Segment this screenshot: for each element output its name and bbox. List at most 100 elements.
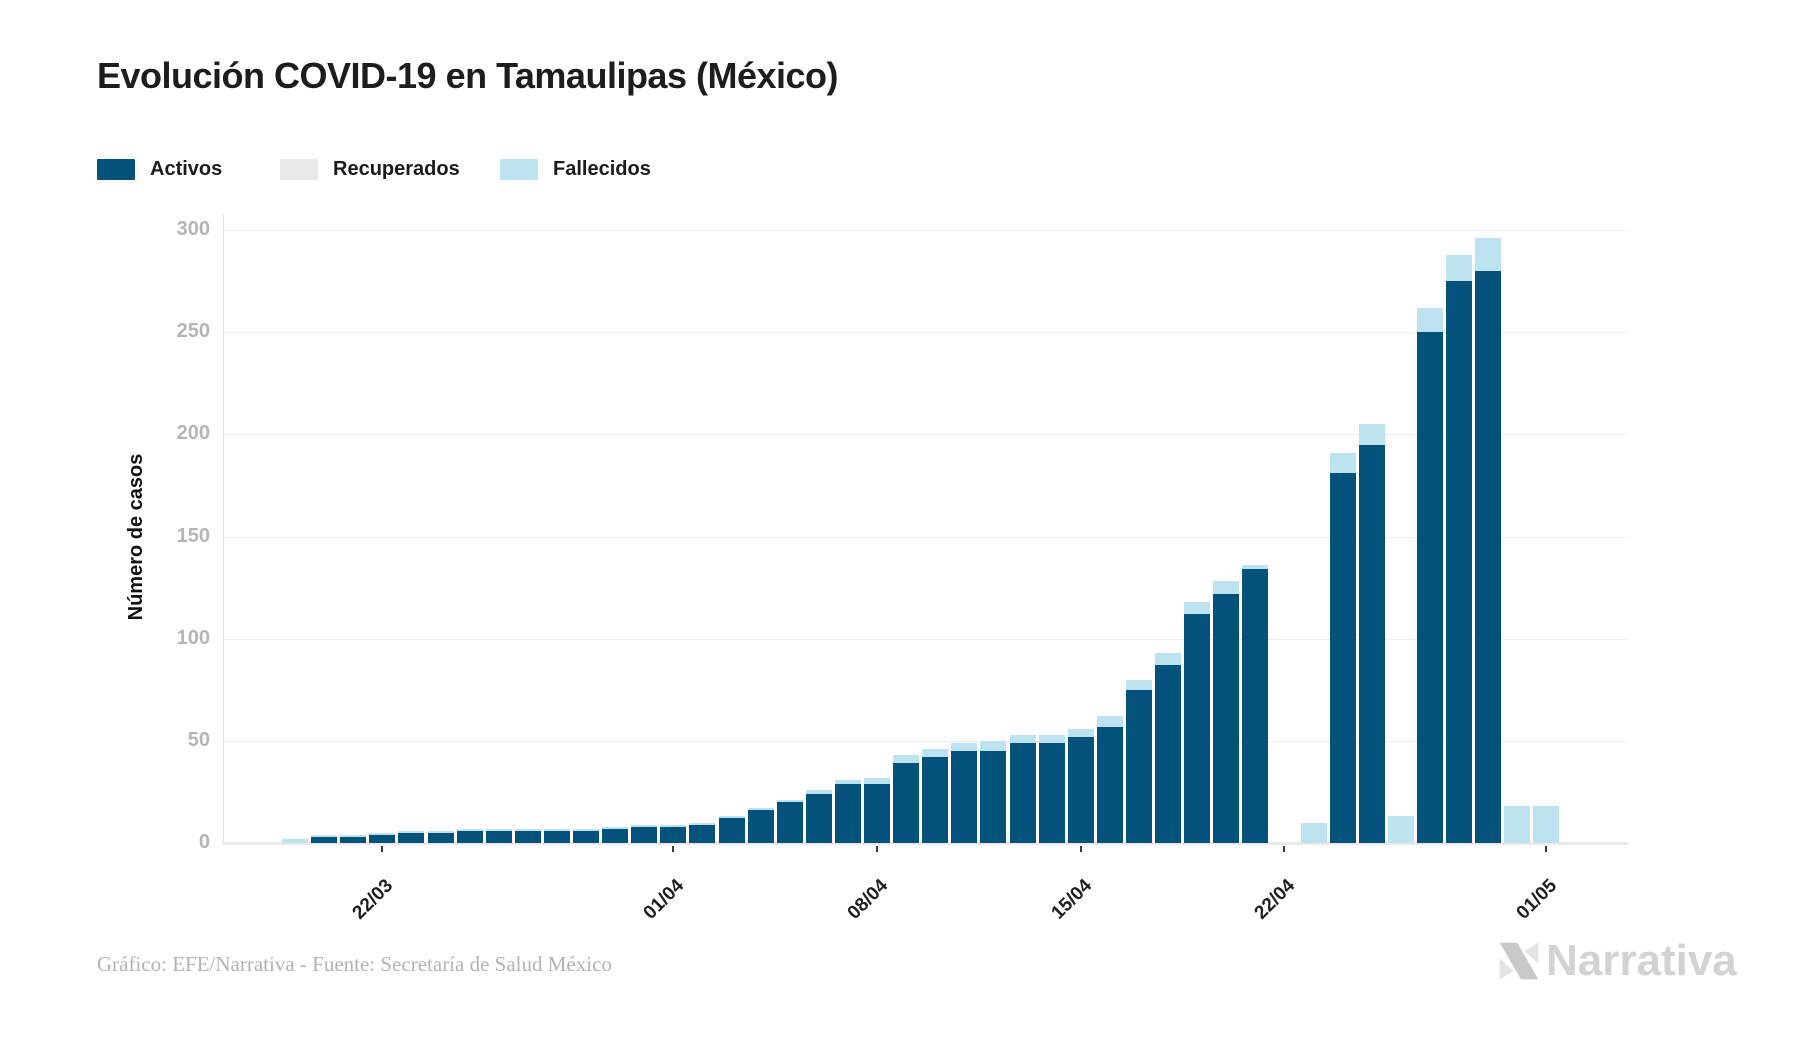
bar-16/04-activos: [1096, 726, 1123, 843]
bar-24/03-fallecidos: [427, 830, 454, 833]
bar-08/04-fallecidos: [864, 777, 890, 784]
bar-11/04-activos: [951, 751, 978, 843]
bar-10/04-activos: [922, 757, 949, 843]
bar-05/04-fallecidos: [776, 800, 803, 803]
y-tick-label-300: 300: [176, 218, 210, 240]
y-tick-label-150: 150: [176, 524, 210, 547]
bar-27/03-activos: [514, 830, 541, 843]
bar-27/04-activos: [1416, 332, 1443, 843]
bar-19/04-activos: [1184, 614, 1211, 843]
legend-item-fallecidos: Fallecidos: [500, 158, 651, 181]
bar-02/04-fallecidos: [689, 822, 716, 825]
bar-20/03-activos: [311, 836, 338, 843]
legend-label-fallecidos: Fallecidos: [553, 158, 651, 180]
bar-03/04-fallecidos: [718, 816, 745, 819]
bar-07/04-activos: [834, 783, 861, 843]
bar-20/03-fallecidos: [311, 834, 338, 837]
bar-16/04-fallecidos: [1096, 716, 1123, 727]
bar-30/04-fallecidos: [1504, 806, 1531, 843]
bar-04/04-activos: [747, 810, 774, 843]
page-title: Evolución COVID-19 en Tamaulipas (México…: [97, 55, 839, 96]
bar-15/04-activos: [1067, 736, 1094, 843]
narrativa-logo: Narrativa: [1496, 936, 1737, 986]
gridline-100: [224, 638, 1628, 640]
bar-22/03-fallecidos: [369, 832, 396, 835]
bar-01/04-activos: [660, 826, 687, 843]
x-tick-mark-08/04: [876, 846, 878, 852]
bar-26/04-fallecidos: [1387, 816, 1414, 843]
bar-27/03-fallecidos: [514, 828, 541, 831]
x-tick-label-22/03: 22/03: [348, 875, 398, 924]
gridline-300: [224, 230, 1628, 231]
x-tick-label-15/04: 15/04: [1047, 875, 1096, 924]
bar-14/04-fallecidos: [1038, 734, 1065, 743]
x-tick-mark-01/04: [672, 846, 675, 852]
recuperados-swatch-icon: [280, 159, 318, 180]
bar-01/05-fallecidos: [1533, 806, 1560, 843]
y-axis-line: [223, 214, 224, 845]
bar-29/04-fallecidos: [1475, 238, 1502, 271]
bar-28/03-fallecidos: [543, 828, 570, 831]
legend-item-recuperados: Recuperados: [280, 158, 460, 181]
x-tick-mark-15/04: [1079, 846, 1082, 852]
bar-24/04-fallecidos: [1329, 452, 1356, 474]
bar-04/04-fallecidos: [747, 808, 774, 811]
narrativa-logo-text: Narrativa: [1546, 936, 1737, 985]
bar-18/04-fallecidos: [1155, 652, 1181, 666]
bar-09/04-fallecidos: [893, 755, 920, 764]
bar-08/04-activos: [864, 783, 890, 843]
legend-label-recuperados: Recuperados: [333, 158, 460, 180]
bar-09/04-activos: [893, 763, 920, 843]
bar-12/04-fallecidos: [980, 740, 1007, 752]
bar-29/04-activos: [1475, 270, 1502, 843]
x-tick-label-08/04: 08/04: [843, 875, 893, 924]
x-axis-line: [224, 842, 1628, 845]
gridline-50: [224, 740, 1628, 742]
bar-27/04-fallecidos: [1416, 307, 1443, 333]
bar-14/04-activos: [1038, 742, 1065, 843]
legend-item-activos: Activos: [97, 158, 222, 181]
bar-28/04-fallecidos: [1446, 254, 1472, 282]
bar-13/04-fallecidos: [1009, 734, 1036, 743]
bar-17/04-activos: [1125, 689, 1152, 843]
bar-29/03-activos: [573, 830, 599, 843]
gridline-250: [224, 332, 1628, 334]
bar-20/04-fallecidos: [1213, 581, 1240, 594]
fallecidos-swatch-icon: [500, 159, 538, 180]
bar-20/04-activos: [1213, 593, 1240, 843]
y-tick-label-200: 200: [176, 422, 210, 445]
bar-05/04-activos: [776, 802, 803, 843]
bar-23/04-fallecidos: [1300, 822, 1327, 843]
bar-10/04-fallecidos: [922, 749, 949, 758]
bar-31/03-activos: [631, 826, 658, 843]
bar-24/03-activos: [427, 832, 454, 843]
narrativa-logomark-icon: [1499, 942, 1539, 980]
bar-03/04-activos: [718, 818, 745, 843]
bar-23/03-fallecidos: [398, 830, 425, 833]
bar-25/03-activos: [456, 830, 483, 843]
bar-19/03-fallecidos: [282, 838, 308, 843]
bar-25/04-fallecidos: [1358, 424, 1385, 445]
bar-23/03-activos: [398, 832, 425, 843]
x-tick-label-22/04: 22/04: [1250, 875, 1300, 924]
gridline-150: [224, 536, 1628, 538]
bar-02/04-activos: [689, 824, 716, 843]
x-tick-label-01/04: 01/04: [639, 875, 689, 924]
bar-21/03-activos: [340, 836, 367, 843]
y-tick-label-250: 250: [176, 320, 210, 343]
bar-17/04-fallecidos: [1125, 679, 1152, 690]
bar-29/03-fallecidos: [573, 828, 599, 831]
y-tick-label-100: 100: [176, 626, 210, 649]
source-credit: Gráfico: EFE/Narrativa - Fuente: Secreta…: [97, 952, 612, 976]
bar-21/04-activos: [1242, 569, 1269, 843]
bar-25/04-activos: [1358, 444, 1385, 843]
bar-22/03-activos: [369, 834, 396, 843]
x-tick-mark-22/04: [1283, 846, 1286, 852]
bar-30/03-activos: [602, 828, 629, 843]
bar-15/04-fallecidos: [1067, 728, 1094, 737]
bar-19/04-fallecidos: [1184, 601, 1211, 615]
bar-06/04-fallecidos: [805, 789, 832, 794]
bar-12/04-activos: [980, 751, 1007, 843]
bar-30/03-fallecidos: [602, 826, 629, 829]
